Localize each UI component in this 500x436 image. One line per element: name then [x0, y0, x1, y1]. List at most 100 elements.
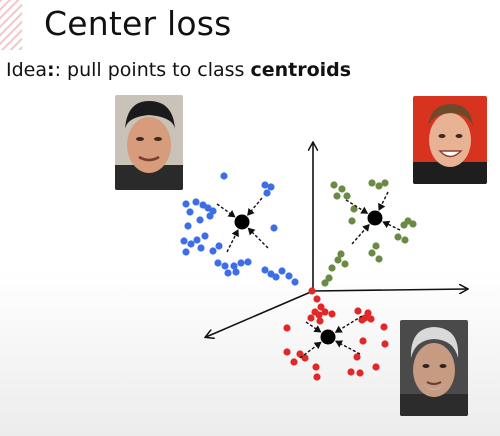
red-point — [353, 353, 361, 361]
blue-point — [215, 242, 223, 250]
blue-pull-arrow — [247, 227, 269, 249]
green-point — [368, 249, 376, 257]
slide-title: Center loss — [44, 4, 232, 43]
centroids-layer — [234, 210, 383, 345]
blue-point — [201, 232, 209, 240]
red-point — [367, 315, 375, 323]
green-pull-arrow — [382, 220, 401, 231]
blue-pull-arrow — [216, 203, 236, 218]
red-point — [283, 324, 291, 332]
blue-point — [261, 266, 269, 274]
face-photo-icon — [115, 95, 183, 190]
red-point — [316, 317, 324, 325]
red-point — [317, 303, 325, 311]
blue-point — [285, 272, 293, 280]
red-point — [347, 368, 355, 376]
red-pull-arrow — [299, 341, 322, 359]
red-point — [283, 348, 291, 356]
axes — [206, 143, 467, 337]
blue-point — [224, 269, 232, 277]
red-point — [359, 337, 367, 345]
green-point — [375, 182, 383, 190]
red-point — [313, 295, 321, 303]
red-point — [380, 323, 388, 331]
blue-point — [182, 200, 190, 208]
red-point — [354, 307, 362, 315]
blue-pull-arrow — [247, 197, 263, 216]
green-point — [401, 236, 409, 244]
blue-point — [182, 248, 190, 256]
red-point — [301, 354, 309, 362]
green-point — [343, 192, 351, 200]
green-point — [337, 250, 345, 258]
blue-point — [261, 181, 269, 189]
green-point — [348, 217, 356, 225]
red-point — [328, 310, 336, 318]
arrows-layer — [216, 191, 401, 359]
blue-point — [272, 273, 280, 281]
blue-point — [291, 278, 299, 286]
face-photo-icon — [400, 320, 468, 416]
subtitle-bold: centroids — [250, 59, 352, 81]
red-centroid — [320, 329, 336, 345]
blue-point — [267, 183, 275, 191]
red-point — [321, 308, 329, 316]
red-pull-arrow — [335, 340, 361, 355]
green-point — [368, 179, 376, 187]
green-point — [375, 255, 383, 263]
green-point — [341, 260, 349, 268]
blue-point — [270, 224, 278, 232]
green-point — [334, 256, 342, 264]
blue-point — [197, 244, 205, 252]
green-point — [394, 233, 402, 241]
green-point — [372, 242, 380, 250]
red-point — [307, 314, 315, 322]
blue-point — [206, 212, 214, 220]
corner-decoration — [0, 0, 22, 50]
face-photo-icon — [413, 96, 487, 184]
axis-horizontal — [312, 289, 467, 291]
subtitle-prefix: Idea — [6, 59, 47, 81]
blue-point — [263, 189, 271, 197]
red-point — [356, 369, 364, 377]
green-point — [350, 205, 358, 213]
blue-point — [186, 208, 194, 216]
subtitle-colon: : — [47, 59, 55, 81]
axis-diagonal — [206, 290, 314, 337]
blue-centroid — [234, 214, 250, 230]
green-point — [321, 279, 329, 287]
green-point — [328, 264, 336, 272]
subtitle-middle: : pull points to class — [54, 59, 251, 81]
blue-point — [187, 240, 195, 248]
red-point — [372, 363, 380, 371]
blue-point — [214, 259, 222, 267]
blue-point — [244, 258, 252, 266]
blue-point — [221, 262, 229, 270]
green-point — [333, 192, 341, 200]
green-pull-arrow — [378, 191, 389, 211]
slide-subtitle: Idea:: pull points to class centroids — [6, 59, 351, 81]
green-point — [330, 181, 338, 189]
blue-point — [184, 222, 192, 230]
green-pull-arrow — [345, 199, 369, 214]
red-point — [313, 373, 321, 381]
blue-point — [192, 198, 200, 206]
red-pull-arrow — [305, 321, 322, 333]
blue-point — [209, 247, 217, 255]
green-point — [381, 179, 389, 187]
red-point — [311, 308, 319, 316]
red-point — [308, 287, 316, 295]
red-pull-arrow — [334, 315, 363, 333]
blue-pull-arrow — [226, 229, 239, 253]
red-point — [290, 358, 298, 366]
red-point — [358, 316, 366, 324]
green-point — [409, 220, 417, 228]
blue-point — [230, 262, 238, 270]
blue-point — [232, 268, 240, 276]
green-centroid — [367, 210, 383, 226]
blue-point — [220, 172, 228, 180]
red-point — [381, 340, 389, 348]
red-point — [312, 363, 320, 371]
blue-point — [278, 267, 286, 275]
